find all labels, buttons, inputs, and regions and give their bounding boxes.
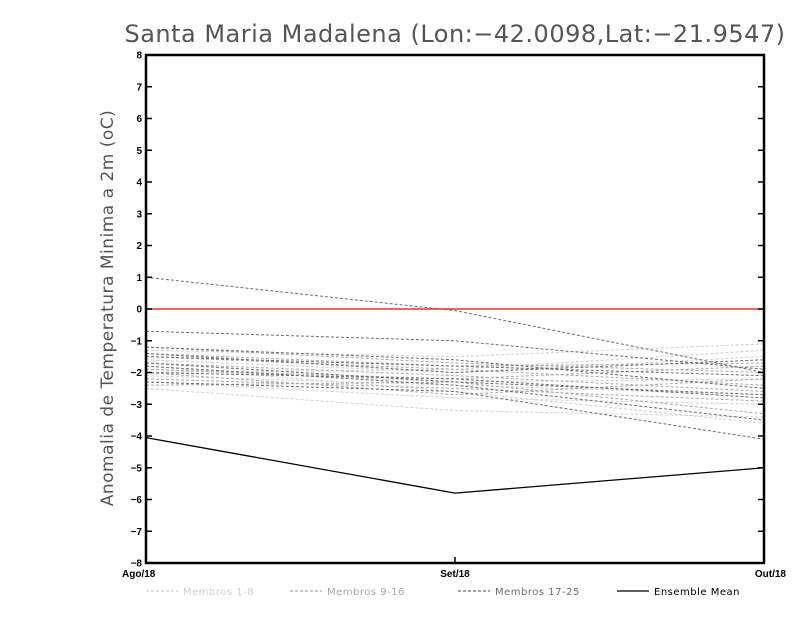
y-tick-label: 0 (136, 305, 142, 316)
x-tick-label: Ago/18 (122, 569, 156, 580)
member-line-group2-1 (145, 346, 765, 373)
y-axis: −8 −7 −6 −5 −4 −3 −2 −1 0 1 2 3 4 5 6 7 8 (131, 51, 764, 570)
y-tick-label: 3 (136, 209, 142, 220)
member-line-group3-9 (145, 362, 765, 396)
member-line-group3-1 (145, 276, 765, 373)
y-tick-label: 4 (136, 178, 142, 189)
y-tick-label: 8 (136, 51, 142, 62)
y-tick-label: −4 (131, 432, 143, 443)
y-tick-label: 2 (136, 241, 142, 252)
member-line-group3-5 (145, 365, 765, 421)
member-line-group3-8 (145, 353, 765, 374)
legend-label: Ensemble Mean (654, 587, 740, 598)
y-tick-label: −7 (131, 527, 143, 538)
member-line-group2-4 (145, 365, 765, 380)
legend: Membros 1-8 Membros 9-16 Membros 17-25 Ense… (146, 587, 740, 598)
member-line-group2-6 (145, 381, 765, 415)
x-axis: Ago/18 Set/18 Out/18 (122, 557, 786, 580)
member-line-group2-8 (145, 372, 765, 396)
legend-label: Membros 17-25 (495, 587, 580, 598)
member-line-group3-2 (145, 330, 765, 370)
member-line-group2-3 (145, 362, 765, 392)
chart-title: Santa Maria Madalena (Lon:−42.0098,Lat:−… (124, 20, 785, 48)
member-line-group3-6 (145, 372, 765, 399)
y-tick-label: −3 (131, 400, 143, 411)
member-line-group1-6 (145, 387, 765, 418)
y-axis-label: Anomalia de Temperatura Minima a 2m (oC) (98, 110, 118, 507)
member-line-group1-2 (145, 356, 765, 374)
member-line-group1-7 (145, 365, 765, 424)
plot-area (145, 276, 765, 494)
x-tick-label: Out/18 (755, 569, 787, 580)
member-line-group3-4 (145, 356, 765, 377)
y-tick-label: −1 (131, 336, 143, 347)
y-tick-label: −2 (131, 368, 143, 379)
member-line-group3-3 (145, 346, 765, 389)
member-line-group1-5 (145, 381, 765, 405)
ensemble-mean-line (145, 436, 765, 494)
x-tick-label: Set/18 (440, 569, 470, 580)
legend-label: Membros 1-8 (183, 587, 254, 598)
member-line-group1-1 (145, 343, 765, 358)
member-line-group1-8 (145, 349, 765, 373)
y-tick-label: 7 (136, 82, 142, 93)
y-tick-label: 1 (136, 273, 142, 284)
legend-label: Membros 9-16 (327, 587, 405, 598)
y-tick-label: 5 (136, 146, 142, 157)
member-line-group2-5 (145, 378, 765, 402)
member-line-group2-2 (145, 356, 765, 386)
y-tick-label: 6 (136, 114, 142, 125)
y-tick-label: −5 (131, 463, 143, 474)
y-tick-label: −6 (131, 495, 143, 506)
member-line-group3-7 (145, 381, 765, 440)
y-tick-label: −8 (131, 559, 143, 570)
